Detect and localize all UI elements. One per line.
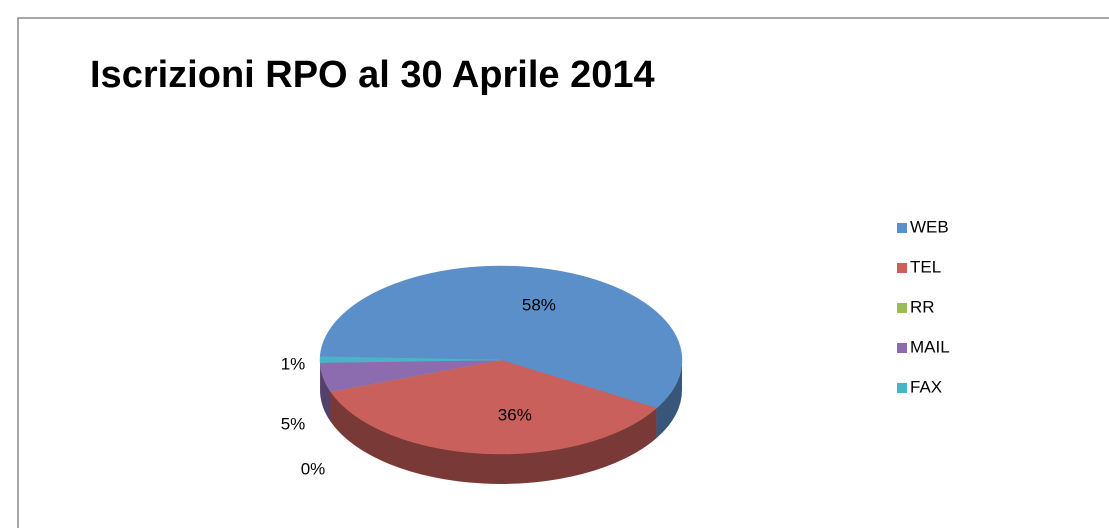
legend-swatch — [897, 343, 907, 353]
data-label: 5% — [281, 414, 306, 433]
legend-swatch — [897, 383, 907, 393]
labels: 58% 36% 0% 5% 1% — [281, 295, 556, 478]
pie-tops — [319, 265, 683, 455]
pie-side — [656, 360, 682, 439]
data-label: 58% — [522, 295, 556, 314]
legend-label: RR — [910, 297, 935, 316]
legend-swatch — [897, 263, 907, 273]
legend-swatch — [897, 223, 907, 233]
pie-side — [320, 362, 331, 422]
legend-label: MAIL — [910, 337, 950, 356]
pie-sides — [320, 360, 682, 485]
pie-slice — [319, 356, 502, 363]
legend-label: FAX — [910, 377, 942, 396]
legend-label: TEL — [910, 257, 941, 276]
data-label: 0% — [301, 459, 326, 478]
data-label: 36% — [498, 406, 532, 425]
chart-title: Iscrizioni RPO al 30 Aprile 2014 — [90, 54, 655, 96]
legend-label: WEB — [910, 217, 949, 236]
data-label: 1% — [281, 354, 306, 373]
pie-side — [330, 391, 657, 485]
pie-slice — [319, 265, 683, 409]
legend-swatch — [897, 303, 907, 313]
pie-slice — [330, 359, 657, 455]
